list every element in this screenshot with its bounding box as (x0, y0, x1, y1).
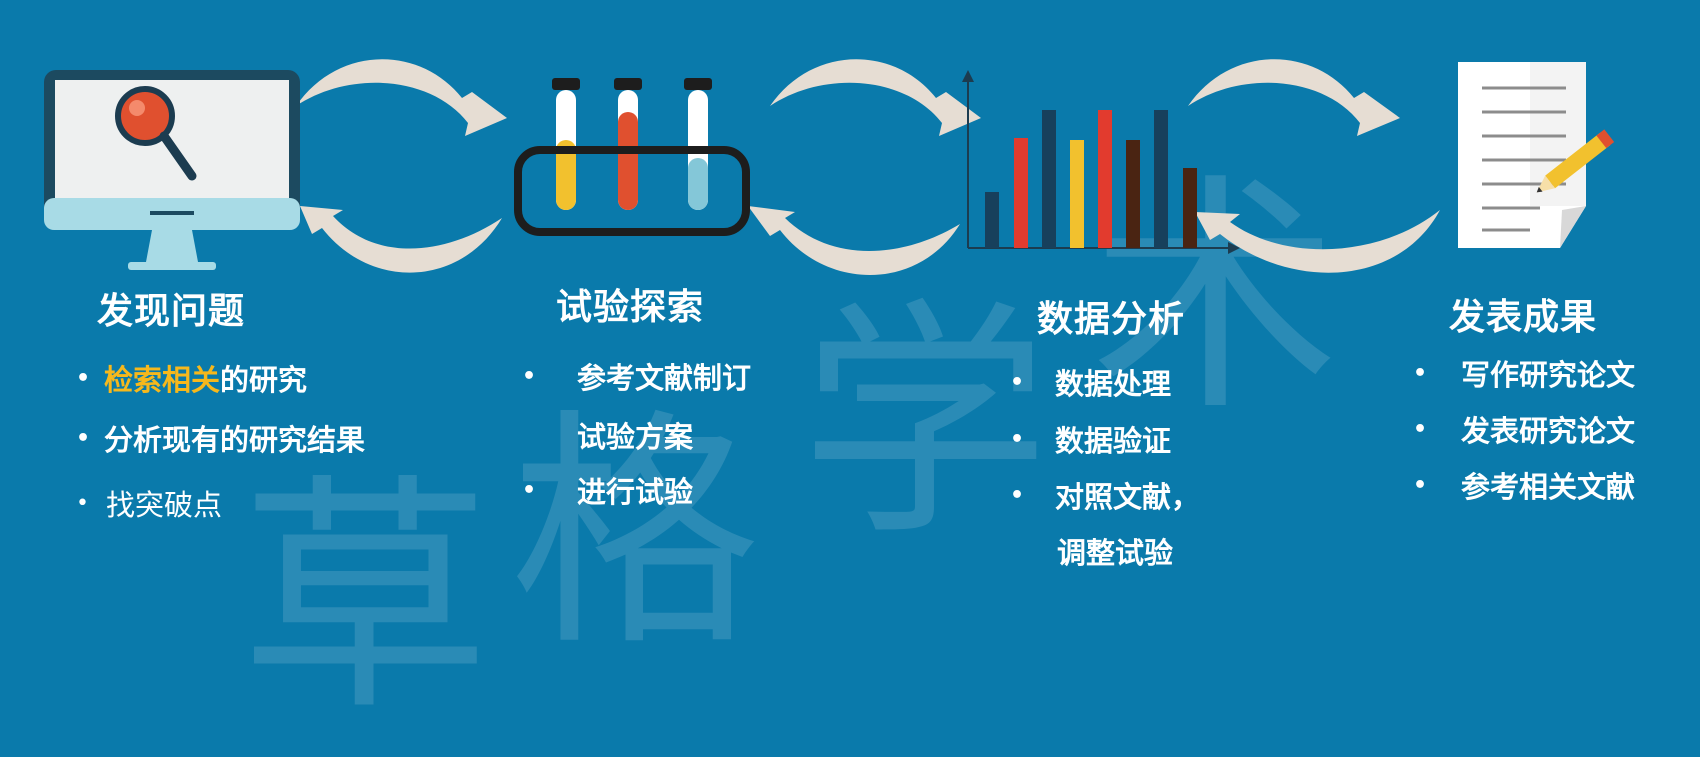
backward-arrow-icon (300, 206, 502, 273)
bullet-icon: • (1413, 416, 1428, 442)
magnifier-handle (159, 131, 197, 181)
stage-title-publish: 发表成果 (1449, 297, 1598, 338)
item-text: 分析现有的研究结果 (104, 423, 366, 457)
stage1-item-2: • 分析现有的研究结果 (76, 417, 365, 459)
stage3-item-3: • 对照文献， (1010, 474, 1200, 516)
chart-bar (985, 192, 999, 248)
bullet-icon: • (76, 490, 89, 516)
bullet-icon: • (76, 365, 91, 391)
stage3-item-2: • 数据验证 (1010, 418, 1171, 460)
chart-y-arrow (962, 70, 974, 82)
item-text: 发表研究论文 (1461, 414, 1636, 448)
chart-bar (1154, 110, 1168, 248)
backward-arrow-icon (748, 206, 960, 276)
stage4-item-2: • 发表研究论文 (1413, 408, 1635, 450)
highlight-text: 检索相关 (104, 363, 221, 397)
forward-arrow-icon (1188, 59, 1400, 136)
chart-bar (1070, 140, 1084, 248)
stage2-item-1-cont: 试验方案 (577, 414, 693, 456)
item-text: 找突破点 (106, 488, 223, 522)
stage-title-discover: 发现问题 (97, 291, 246, 332)
stage-title-analyze: 数据分析 (1037, 299, 1186, 340)
test-tubes-icon (514, 78, 750, 236)
item-text: 数据验证 (1055, 424, 1172, 458)
bullet-icon: • (1010, 482, 1025, 508)
monitor-slot (150, 211, 194, 215)
backward-arrow-icon (1195, 210, 1440, 273)
cycle-arrows-1-2 (296, 59, 507, 273)
test-tube-red (614, 78, 642, 210)
pencil-icon (1536, 129, 1615, 193)
bullet-icon: • (76, 425, 91, 451)
magnifier-glare (129, 100, 145, 116)
item-text: 参考相关文献 (1461, 470, 1636, 504)
chart-bar (1183, 168, 1197, 248)
item-text: 对照文献， (1055, 480, 1201, 514)
stage2-item-2: • 进行试验 (522, 469, 693, 511)
item-text: 进行试验 (577, 475, 694, 509)
stage1-item-3: • 找突破点 (76, 482, 222, 524)
diagram-graphics (44, 59, 1615, 276)
bullet-icon: • (522, 363, 537, 389)
chart-bar (1098, 110, 1112, 248)
bullet-icon: • (522, 477, 537, 503)
cycle-arrows-3-4 (1188, 59, 1440, 273)
bar-chart-icon (962, 70, 1240, 254)
bullet-icon: • (1413, 472, 1428, 498)
research-process-diagram: 草 格 学 术 (44, 59, 1635, 744)
item-text: 的研究 (220, 363, 308, 397)
document-pencil-icon (1458, 62, 1615, 248)
test-tube-blue (684, 78, 712, 210)
stage-title-experiment: 试验探索 (556, 287, 705, 328)
cycle-arrows-2-3 (748, 59, 981, 276)
bullet-icon: • (1413, 360, 1428, 386)
stage4-item-3: • 参考相关文献 (1413, 464, 1635, 506)
item-text: 写作研究论文 (1461, 358, 1636, 392)
document-fold (1560, 206, 1586, 248)
monitor-search-icon (44, 70, 300, 270)
chart-bar (1042, 110, 1056, 248)
chart-bar (1014, 138, 1028, 248)
forward-arrow-icon (770, 59, 981, 136)
item-text: 参考文献制订 (577, 361, 752, 395)
document-lines (1482, 86, 1566, 232)
stage3-item-1: • 数据处理 (1010, 361, 1171, 403)
monitor-stand (146, 230, 198, 262)
item-text: 试验方案 (577, 420, 694, 454)
monitor-screen (55, 80, 289, 198)
chart-bar (1126, 140, 1140, 248)
item-text: 数据处理 (1055, 367, 1172, 401)
monitor-base (128, 262, 216, 270)
bullet-icon: • (1010, 369, 1025, 395)
item-text: 调整试验 (1057, 536, 1174, 570)
stage4-item-1: • 写作研究论文 (1413, 352, 1635, 394)
stage1-item-1: • 检索相关 的研究 (76, 357, 307, 399)
stage2-item-1: • 参考文献制订 (522, 355, 751, 397)
chart-x-arrow (1228, 242, 1240, 254)
forward-arrow-icon (296, 59, 507, 136)
bullet-icon: • (1010, 426, 1025, 452)
test-tube-rack (514, 146, 750, 236)
stage3-item-3-cont: 调整试验 (1057, 530, 1173, 572)
test-tube-yellow (552, 78, 580, 210)
